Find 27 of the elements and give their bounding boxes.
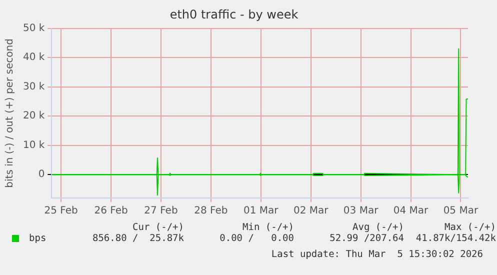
- x-tick-label: 28 Feb: [194, 206, 228, 217]
- text: 52.99 /207.64: [328, 233, 404, 244]
- x-tick-label: 05 Mar: [443, 206, 479, 217]
- x-tick-label: 04 Mar: [393, 206, 430, 217]
- text: Min (-/+): [242, 222, 294, 233]
- y-tick-label: 40 k: [22, 52, 45, 64]
- legend-label: bps: [29, 233, 46, 244]
- y-tick-label: 20 k: [22, 110, 45, 122]
- text: 41.87k/154.42k: [414, 233, 496, 244]
- y-tick-label: 50 k: [22, 22, 45, 34]
- chart-title: eth0 traffic - by week: [170, 7, 298, 22]
- y-axis-title: bits in (-) / out (+) per second: [4, 38, 16, 188]
- x-tick-label: 01 Mar: [243, 206, 280, 217]
- y-tick-label: 0: [38, 169, 45, 180]
- y-tick-label: 30 k: [22, 81, 45, 92]
- text: Max (-/+): [444, 222, 496, 233]
- x-tick-label: 03 Mar: [343, 206, 380, 217]
- x-tick-label: 26 Feb: [94, 206, 128, 217]
- y-tick-label: 10 k: [22, 140, 45, 151]
- text: Cur (-/+): [132, 222, 184, 233]
- x-tick-label: 02 Mar: [293, 206, 330, 217]
- text: 0.00 / 0.00: [218, 233, 294, 244]
- x-tick-label: 25 Feb: [44, 206, 78, 217]
- text: Avg (-/+): [352, 222, 404, 233]
- text: Last update: Thu Mar 5 15:30:02 2026: [271, 249, 483, 260]
- x-tick-label: 27 Feb: [144, 206, 178, 217]
- text: 856.80 / 25.87k: [91, 233, 184, 244]
